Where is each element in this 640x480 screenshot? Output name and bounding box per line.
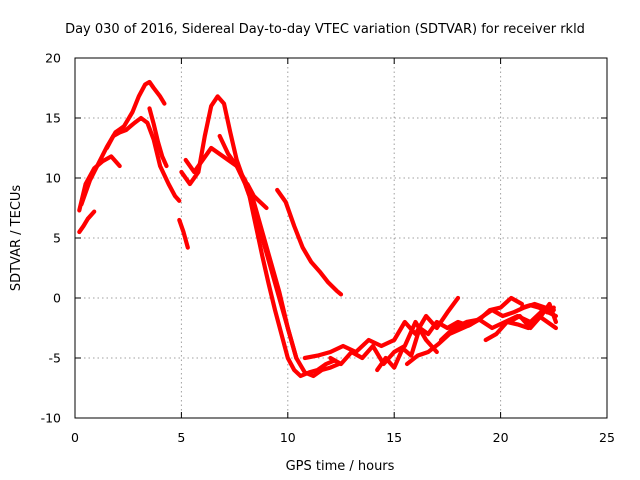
x-tick-label: 20	[493, 430, 509, 445]
ticks	[74, 57, 608, 419]
y-tick-label: 20	[45, 51, 61, 66]
x-tick-labels: 0 5 10 15 20 25	[71, 430, 615, 445]
x-tick-label: 10	[280, 430, 296, 445]
series-arc-9	[217, 133, 341, 379]
y-axis-label: SDTVAR / TECUs	[9, 185, 24, 292]
series-arc-2	[77, 209, 97, 235]
series-arc-5	[147, 106, 169, 169]
series-arc-14	[375, 295, 524, 373]
series-arc-11	[275, 187, 344, 297]
series-arc-7	[179, 94, 337, 379]
x-tick-label: 25	[599, 430, 615, 445]
y-tick-label: -10	[41, 411, 61, 426]
y-tick-label: 15	[45, 111, 61, 126]
y-tick-label: -5	[49, 351, 61, 366]
series-arc-4	[104, 115, 182, 203]
x-tick-label: 15	[386, 430, 402, 445]
x-axis-label: GPS time / hours	[286, 459, 395, 474]
series-arc-17	[483, 313, 558, 343]
y-tick-label: 5	[53, 231, 61, 246]
series-arc-10	[245, 181, 269, 211]
y-tick-label: 0	[53, 291, 61, 306]
series-arc-18	[507, 301, 558, 331]
data-series	[77, 79, 558, 379]
x-tick-label: 0	[71, 430, 79, 445]
chart-title: Day 030 of 2016, Sidereal Day-to-day VTE…	[65, 22, 585, 37]
series-arc-6	[177, 217, 190, 250]
y-tick-labels: -10 -5 0 5 10 15 20	[41, 51, 61, 426]
y-tick-label: 10	[45, 171, 61, 186]
series-arc-19	[519, 303, 556, 315]
grid	[75, 58, 607, 418]
series-arc-3	[79, 79, 167, 207]
x-tick-label: 5	[177, 430, 185, 445]
